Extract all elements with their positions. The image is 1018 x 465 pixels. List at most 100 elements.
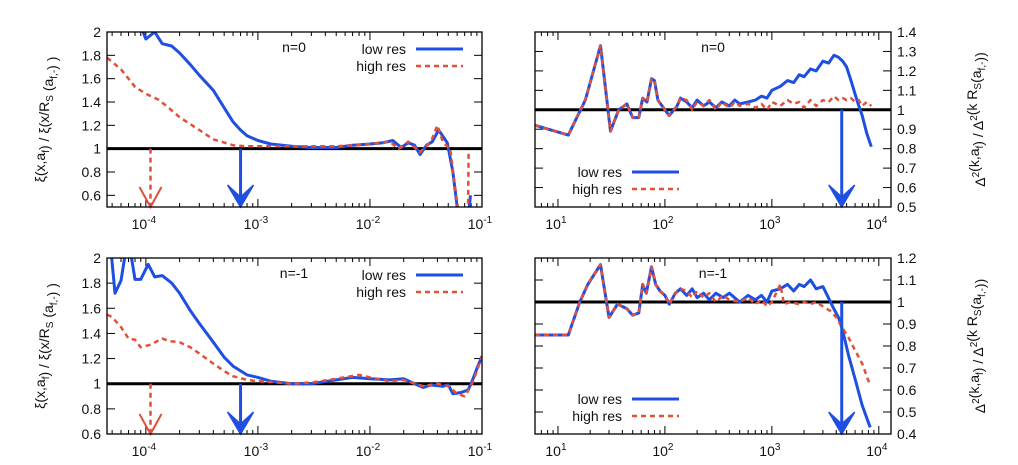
y-tick-label: 1.4 — [897, 24, 917, 40]
x-tick-exponent: 2 — [668, 215, 674, 226]
x-tick-label: 102 — [652, 442, 674, 459]
x-tick-exponent: -2 — [371, 442, 380, 453]
panel-top-right: 101 102 103 1040.50.60.70.80.911.11.21.31.4… — [534, 24, 988, 232]
y-tick-label: 1.1 — [897, 272, 917, 288]
y-tick-label: 0.7 — [897, 360, 917, 376]
x-tick-exponent: 4 — [882, 442, 888, 453]
y-axis-label-part: (k,a — [966, 148, 982, 172]
y-tick-label: 2 — [93, 24, 101, 40]
x-tick-label: 10-3 — [244, 215, 269, 232]
x-tick-exponent: -1 — [483, 442, 492, 453]
y-axis-label-part: ξ(x,a — [32, 153, 48, 183]
y-tick-label: 1.6 — [82, 300, 102, 316]
panel-annotation: n=0 — [282, 39, 306, 55]
x-tick-base: 10 — [468, 216, 484, 232]
y-tick-label: 0.5 — [897, 199, 917, 215]
arrow-head — [828, 184, 856, 209]
y-axis-label-part: (a — [40, 79, 56, 96]
y-axis-label-part: (k,a — [966, 375, 982, 399]
y-axis-label-part: ) / ξ(x/R — [36, 328, 52, 376]
y-axis-label-part: S — [45, 95, 56, 102]
y-axis-label: Δ2(k,af) / Δ2(k RS(af,-)) — [964, 52, 988, 187]
y-axis-label-part: ) / Δ — [970, 121, 986, 146]
y-tick-label: 1.2 — [82, 351, 102, 367]
legend-label: low res — [578, 391, 622, 407]
y-axis-label-part: (k R — [964, 316, 980, 342]
series-line-high-res — [535, 263, 872, 387]
y-axis-label-part: S — [45, 321, 56, 328]
y-tick-label: 1.6 — [82, 71, 102, 87]
x-tick-label: 10-2 — [356, 442, 381, 459]
panel-annotation: n=0 — [701, 39, 725, 55]
y-tick-label: 1.8 — [82, 47, 102, 63]
x-tick-base: 10 — [132, 216, 148, 232]
y-tick-label: 1 — [897, 294, 905, 310]
y-axis-label-part: f — [41, 150, 52, 153]
x-tick-base: 10 — [866, 216, 882, 232]
x-tick-exponent: -4 — [147, 442, 156, 453]
y-axis-label: Δ2(k,af) / Δ2(k RS(af,-)) — [964, 279, 988, 414]
x-tick-base: 10 — [652, 443, 668, 459]
panel-annotation: n=-1 — [699, 265, 728, 281]
y-tick-label: 0.4 — [897, 426, 917, 442]
arrow-head — [226, 184, 255, 209]
y-tick-label: 1 — [897, 102, 905, 118]
y-axis-label-part: Δ — [972, 404, 988, 413]
y-axis-label-part: f,- — [977, 288, 988, 297]
panel-bottom-right: 101 102 103 1040.40.50.60.70.80.911.11.2Δ2(… — [534, 250, 988, 459]
y-tick-label: 1.2 — [897, 250, 917, 266]
y-tick-label: 1.8 — [82, 275, 102, 291]
arrow-head — [828, 411, 856, 436]
y-tick-label: 1.4 — [82, 325, 102, 341]
y-axis-label-part: f,- — [49, 296, 60, 305]
x-tick-label: 10-1 — [468, 442, 493, 459]
y-tick-label: 2 — [93, 250, 101, 266]
y-axis-label-part: S — [973, 83, 984, 90]
legend-label: high res — [356, 58, 406, 74]
x-tick-label: 101 — [545, 215, 567, 232]
y-tick-label: 1.2 — [82, 117, 102, 133]
y-axis-label-part: )) — [972, 52, 988, 61]
y-tick-label: 1.2 — [897, 63, 917, 79]
arrow-head — [226, 411, 255, 436]
y-tick-label: 0.6 — [82, 426, 102, 442]
y-axis-label-part: )) — [972, 279, 988, 288]
y-axis-label-part: S — [973, 309, 984, 316]
y-axis-label-part: (a — [40, 305, 56, 322]
y-axis-label-part: (a — [968, 297, 984, 310]
y-axis-label-part: f,- — [49, 70, 60, 79]
x-tick-label: 10-4 — [132, 215, 157, 232]
x-tick-exponent: -1 — [483, 215, 492, 226]
x-tick-label: 103 — [759, 442, 781, 459]
panel-top-left: 10-4 10-3 10-2 10-10.60.811.21.41.61.82ξ(x,… — [32, 24, 493, 232]
y-tick-label: 0.9 — [897, 121, 917, 137]
x-tick-exponent: -2 — [371, 215, 380, 226]
panel-annotation: n=-1 — [280, 265, 309, 281]
legend-label: high res — [572, 408, 622, 424]
y-axis-label-part: Δ — [972, 177, 988, 186]
y-tick-label: 0.6 — [897, 180, 917, 196]
x-tick-label: 10-1 — [468, 215, 493, 232]
y-tick-label: 0.6 — [897, 382, 917, 398]
legend-label: low res — [362, 41, 406, 57]
x-tick-exponent: 2 — [668, 442, 674, 453]
y-axis-label-part: ) / ξ(x/R — [36, 102, 52, 150]
x-tick-label: 10-4 — [132, 442, 157, 459]
x-tick-base: 10 — [468, 443, 484, 459]
legend-label: high res — [356, 284, 406, 300]
y-axis-label: ξ(x,af) / ξ(x/RS (af,-) ) — [32, 57, 60, 183]
y-tick-label: 0.9 — [897, 316, 917, 332]
y-axis-label-part: (a — [968, 70, 984, 83]
plot-frame — [106, 31, 483, 208]
x-tick-base: 10 — [244, 443, 260, 459]
y-axis-label-part: 2 — [971, 171, 982, 177]
y-tick-label: 0.7 — [897, 160, 917, 176]
x-tick-exponent: -3 — [259, 215, 268, 226]
y-axis-label-part: f,- — [977, 62, 988, 71]
x-tick-base: 10 — [244, 216, 260, 232]
x-tick-exponent: -4 — [147, 215, 156, 226]
y-axis-label-part: ) ) — [44, 57, 60, 70]
legend-label: low res — [578, 164, 622, 180]
x-tick-label: 104 — [866, 215, 888, 232]
